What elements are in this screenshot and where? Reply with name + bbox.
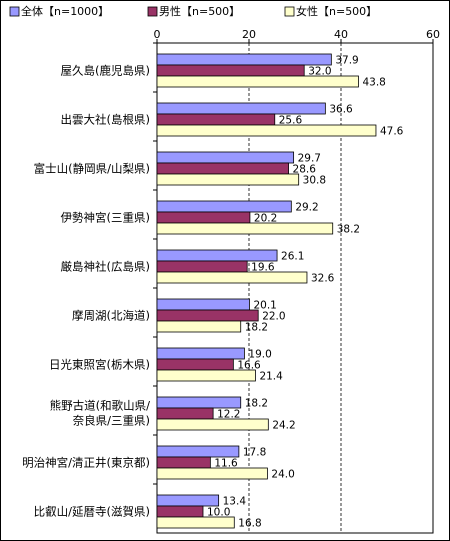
category-label: 富士山(静岡県/山梨県) (34, 162, 150, 176)
bar (156, 418, 269, 431)
data-label: 26.1 (281, 251, 304, 263)
bar (156, 456, 211, 469)
category-label: 出雲大社(島根県) (61, 113, 150, 127)
data-label: 29.2 (295, 202, 318, 214)
data-label: 47.6 (380, 126, 404, 138)
legend-swatch-3 (284, 6, 295, 17)
data-label: 21.4 (259, 371, 283, 383)
bar (156, 162, 289, 175)
data-label: 20.2 (254, 213, 277, 225)
bar (156, 445, 240, 458)
data-label: 28.6 (293, 164, 317, 176)
tick-label-60: 60 (426, 28, 440, 41)
data-label: 18.2 (245, 398, 268, 410)
bar (156, 407, 214, 420)
data-label: 19.0 (248, 349, 271, 361)
bar (156, 211, 251, 224)
bar (156, 505, 204, 518)
data-label: 11.6 (214, 458, 238, 470)
data-label: 24.2 (272, 420, 295, 432)
bar (156, 75, 359, 88)
bar (156, 309, 259, 322)
category-label: 熊野古道(和歌山県/ (50, 399, 150, 413)
category-label: 屋久島(鹿児島県) (61, 64, 150, 78)
data-label: 10.0 (207, 507, 230, 519)
bar (156, 102, 326, 115)
data-label: 22.0 (262, 311, 285, 323)
bar (156, 494, 220, 507)
data-label: 32.6 (311, 273, 335, 285)
data-label: 37.9 (335, 55, 358, 67)
bar (156, 260, 248, 273)
data-label: 25.6 (279, 115, 303, 127)
bar (156, 113, 276, 126)
bar (156, 271, 308, 284)
data-label: 24.0 (271, 469, 294, 481)
tick-label-40: 40 (334, 28, 348, 41)
data-label: 29.7 (298, 153, 321, 165)
category-label: 日光東照宮(栃木県) (49, 358, 150, 372)
bar (156, 396, 242, 409)
bar (156, 151, 295, 164)
legend-label-2: 男性【n=500】 (159, 4, 240, 18)
tick-label-20: 20 (242, 28, 256, 41)
bar (156, 64, 305, 77)
bar (156, 320, 242, 333)
data-label: 19.6 (251, 262, 275, 274)
data-label: 30.8 (303, 175, 326, 187)
data-label: 17.8 (243, 447, 266, 459)
bar (156, 222, 334, 235)
data-label: 16.6 (237, 360, 261, 372)
bar (156, 249, 278, 262)
bar (156, 53, 332, 66)
data-label: 20.1 (253, 300, 276, 312)
category-label: 摩周湖(北海道) (72, 309, 150, 323)
data-label: 32.0 (308, 66, 331, 78)
data-label: 13.4 (223, 496, 247, 508)
data-label: 12.2 (217, 409, 240, 421)
bar (156, 347, 245, 360)
tick-label-0: 0 (154, 28, 161, 41)
data-label: 16.8 (238, 518, 261, 530)
legend-swatch-1 (9, 6, 20, 17)
bar (156, 516, 235, 529)
data-label: 18.2 (245, 322, 268, 334)
legend-swatch-2 (147, 6, 158, 17)
legend-label-3: 女性【n=500】 (296, 4, 377, 18)
bar (156, 124, 377, 137)
bar (156, 200, 292, 213)
bar (156, 358, 234, 371)
category-label: 比叡山/延暦寺(滋賀県) (34, 505, 150, 519)
data-label: 36.6 (329, 104, 353, 116)
legend-label-1: 全体【n=1000】 (21, 4, 109, 18)
category-label: 厳島神社(広島県) (61, 260, 150, 274)
bar (156, 298, 250, 311)
data-label: 38.2 (337, 224, 360, 236)
category-label: 明治神宮/清正井(東京都) (22, 456, 150, 470)
category-label: 伊勢神宮(三重県) (61, 211, 150, 225)
data-label: 43.8 (362, 77, 385, 89)
category-label: 奈良県/三重県) (73, 414, 150, 428)
bar (156, 173, 300, 186)
bar (156, 369, 256, 382)
bar (156, 467, 268, 480)
